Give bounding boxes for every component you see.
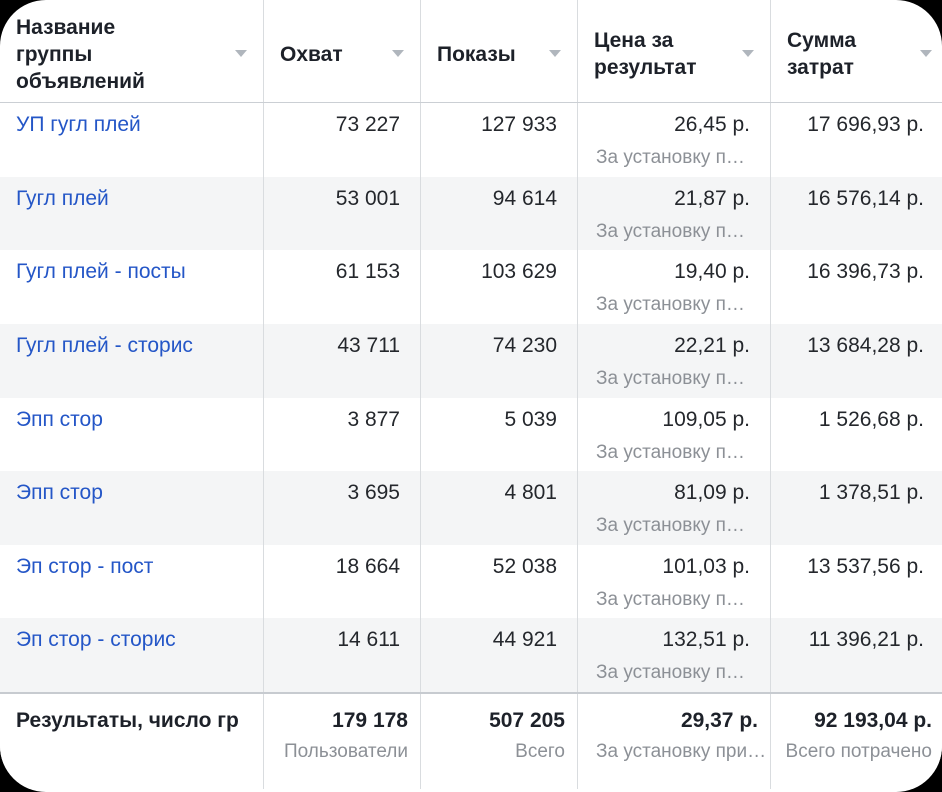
column-label-amount-spent: Сумма затрат [787, 29, 857, 79]
reach-cell: 61 153 [263, 250, 420, 324]
table-row: Эпп стор 3 695 4 801 81,09 р. За установк… [0, 471, 942, 545]
cost-note: За установку п… [596, 147, 745, 168]
reach-note: Пользователи [283, 741, 408, 762]
cost-per-result-cell: 22,21 р. За установку п… [577, 323, 770, 398]
cost-per-result-cell: 101,03 р. За установку п… [577, 544, 770, 619]
amount-spent-cell: 1 526,68 р. [770, 397, 942, 472]
chevron-down-icon[interactable] [392, 50, 404, 57]
amount-spent-cell: 1 378,51 р. [770, 471, 942, 545]
column-header-amount-spent[interactable]: Сумма затрат [770, 0, 942, 102]
chevron-down-icon[interactable] [742, 50, 754, 57]
cost-note: За установку п… [596, 515, 745, 537]
chevron-down-icon[interactable] [549, 50, 561, 57]
cost-note: За установку п… [596, 662, 745, 684]
ad-group-link[interactable]: Гугл плей [16, 186, 109, 210]
amount-spent-cell: 16 396,73 р. [770, 250, 942, 324]
chevron-down-icon[interactable] [920, 50, 932, 57]
table-row: Эпп стор 3 877 5 039 109,05 р. За установ… [0, 397, 942, 472]
table-row: УП гугл плей 73 227 127 933 26,45 р. За у… [0, 103, 942, 177]
reach-cell: 3 877 [263, 397, 420, 472]
table-row: Гугл плей - посты 61 153 103 629 19,40 р… [0, 250, 942, 324]
column-label-ad-group-name: Название группы объявлений [16, 15, 145, 93]
amount-spent-cell: 16 576,14 р. [770, 176, 942, 251]
amount-spent-cell: 11 396,21 р. [770, 618, 942, 692]
cost-per-result-cell: 132,51 р. За установку п… [577, 618, 770, 692]
amount-spent-note: Всего потрачено [785, 741, 932, 762]
reach-cell: 14 611 [263, 618, 420, 692]
column-header-impressions[interactable]: Показы [420, 0, 577, 102]
ad-group-link[interactable]: Эп стор - пост [16, 554, 154, 578]
cost-note: За установку при… [596, 741, 767, 762]
impressions-cell: 4 801 [420, 471, 577, 545]
ad-group-link[interactable]: Гугл плей - сторис [16, 333, 193, 357]
totals-row: Результаты, число гр 179 178 Пользователи… [0, 692, 942, 789]
cost-note: За установку п… [596, 588, 745, 610]
table-row: Гугл плей - сторис 43 711 74 230 22,21 р… [0, 323, 942, 398]
table-header-row: Название группы объявлений Охват Показы … [0, 0, 942, 103]
ad-group-link[interactable]: УП гугл плей [16, 113, 141, 136]
cost-per-result-cell: 81,09 р. За установку п… [577, 471, 770, 545]
totals-impressions-cell: 507 205 Всего [420, 694, 577, 789]
table-row: Эп стор - сторис 14 611 44 921 132,51 р.… [0, 618, 942, 692]
cost-note: За установку п… [596, 220, 745, 242]
cost-per-result-cell: 26,45 р. За установку п… [577, 103, 770, 177]
reach-cell: 18 664 [263, 544, 420, 619]
totals-label: Результаты, число гр [16, 709, 239, 732]
ad-group-link[interactable]: Эпп стор [16, 407, 103, 431]
impressions-note: Всего [515, 741, 565, 762]
impressions-cell: 94 614 [420, 176, 577, 251]
amount-spent-cell: 13 684,28 р. [770, 323, 942, 398]
column-label-reach: Охват [280, 42, 343, 66]
reach-cell: 43 711 [263, 323, 420, 398]
impressions-cell: 5 039 [420, 397, 577, 472]
cost-per-result-cell: 19,40 р. За установку п… [577, 250, 770, 324]
cost-note: За установку п… [596, 294, 745, 316]
totals-cost-per-result-cell: 29,37 р. За установку при… [577, 694, 770, 789]
cost-per-result-cell: 21,87 р. За установку п… [577, 176, 770, 251]
column-header-reach[interactable]: Охват [263, 0, 420, 102]
reach-cell: 3 695 [263, 471, 420, 545]
column-header-cost-per-result[interactable]: Цена за результат [577, 0, 770, 102]
reach-cell: 53 001 [263, 176, 420, 251]
impressions-cell: 74 230 [420, 323, 577, 398]
cost-per-result-cell: 109,05 р. За установку п… [577, 397, 770, 472]
impressions-cell: 127 933 [420, 103, 577, 177]
column-label-impressions: Показы [437, 42, 516, 66]
cost-note: За установку п… [596, 441, 745, 463]
ad-group-link[interactable]: Эпп стор [16, 481, 103, 505]
column-header-ad-group-name[interactable]: Название группы объявлений [0, 0, 263, 102]
table-row: Гугл плей 53 001 94 614 21,87 р. За устан… [0, 176, 942, 251]
impressions-cell: 52 038 [420, 544, 577, 619]
totals-label-cell: Результаты, число гр [0, 694, 263, 789]
impressions-cell: 103 629 [420, 250, 577, 324]
totals-reach-cell: 179 178 Пользователи [263, 694, 420, 789]
ad-group-link[interactable]: Эп стор - сторис [16, 628, 176, 652]
column-label-cost-per-result: Цена за результат [594, 29, 697, 79]
reach-cell: 73 227 [263, 103, 420, 177]
impressions-cell: 44 921 [420, 618, 577, 692]
amount-spent-cell: 13 537,56 р. [770, 544, 942, 619]
ad-group-link[interactable]: Гугл плей - посты [16, 260, 186, 284]
chevron-down-icon[interactable] [235, 50, 247, 57]
table-row: Эп стор - пост 18 664 52 038 101,03 р. За… [0, 544, 942, 619]
amount-spent-cell: 17 696,93 р. [770, 103, 942, 177]
totals-amount-spent-cell: 92 193,04 р. Всего потрачено [770, 694, 942, 789]
cost-note: За установку п… [596, 367, 745, 389]
